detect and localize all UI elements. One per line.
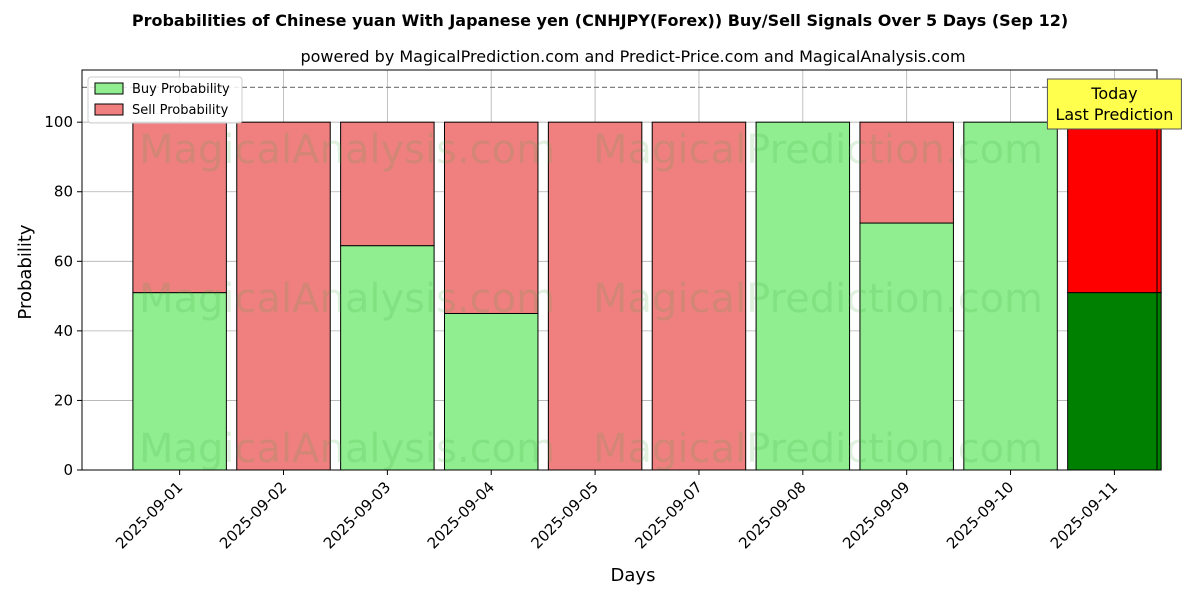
legend-label: Sell Probability [132, 103, 229, 118]
watermark-text: MagicalAnalysis.com [139, 276, 555, 322]
today-annotation-line: Last Prediction [1055, 105, 1173, 124]
watermark-text: MagicalPrediction.com [593, 426, 1043, 472]
sell-bar [1067, 121, 1162, 294]
chart-subtitle: powered by MagicalPrediction.com and Pre… [300, 47, 965, 66]
x-tick-label: 2025-09-09 [839, 478, 913, 552]
x-tick-label: 2025-09-08 [735, 478, 809, 552]
buy-bar [755, 121, 851, 471]
legend-label: Buy Probability [132, 82, 230, 97]
today-annotation-line: Today [1090, 84, 1137, 103]
sell-bar [859, 121, 954, 224]
y-tick-label: 60 [54, 252, 73, 270]
x-tick-label: 2025-09-01 [112, 478, 186, 552]
sell-bar [547, 121, 643, 471]
sell-bar [236, 121, 331, 471]
buy-bar [443, 312, 539, 471]
y-tick-label: 80 [54, 183, 73, 201]
x-tick-label: 2025-09-04 [424, 478, 498, 552]
x-axis-label: Days [611, 565, 656, 586]
sell-bar [340, 121, 435, 247]
y-tick-label: 20 [54, 391, 73, 409]
today-annotation: Today Last Prediction [1046, 78, 1182, 130]
watermark-text: MagicalPrediction.com [593, 127, 1043, 173]
sell-bar [651, 121, 747, 471]
sell-bar [132, 121, 227, 294]
plot-frame [81, 69, 1158, 471]
today-annotation-box [1046, 78, 1182, 130]
x-tick-label: 2025-09-11 [1047, 478, 1121, 552]
buy-bar [340, 245, 435, 471]
buy-bar [132, 292, 227, 471]
watermark-text: MagicalAnalysis.com [139, 426, 555, 472]
buy-bar [1067, 292, 1162, 471]
legend-swatch [94, 82, 124, 95]
x-tick-label: 2025-09-07 [631, 478, 705, 552]
bars: MagicalAnalysis.com MagicalPrediction.com… [132, 121, 1162, 472]
watermark-text: MagicalAnalysis.com [139, 127, 555, 173]
sell-bar [443, 121, 539, 314]
y-tick-label: 40 [54, 322, 73, 340]
y-axis-label: Probability [15, 224, 36, 319]
x-tick-label: 2025-09-05 [528, 478, 602, 552]
x-tick-label: 2025-09-02 [216, 478, 290, 552]
legend: Buy Probability Sell Probability [87, 76, 243, 124]
legend-box [87, 76, 243, 124]
y-tick-label: 100 [44, 113, 73, 131]
chart-title: Probabilities of Chinese yuan With Japan… [132, 11, 1068, 30]
legend-swatch [94, 103, 124, 116]
y-tick-label: 0 [63, 461, 73, 479]
x-tick-label: 2025-09-03 [320, 478, 394, 552]
x-tick-label: 2025-09-10 [943, 478, 1017, 552]
watermark-text: MagicalPrediction.com [593, 276, 1043, 322]
buy-bar [859, 222, 954, 471]
buy-bar [963, 121, 1058, 471]
